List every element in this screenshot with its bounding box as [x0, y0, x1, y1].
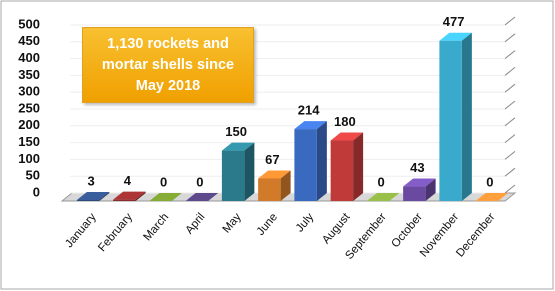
- bar-top: [294, 121, 327, 130]
- y-tick-label: 500: [18, 16, 40, 31]
- grid-line-depth: [504, 33, 516, 43]
- x-tick-label: October: [389, 211, 425, 250]
- bar-top: [439, 32, 472, 41]
- bar-side: [280, 170, 291, 201]
- x-tick-label: May: [221, 211, 244, 236]
- y-tick-label: 400: [18, 50, 40, 65]
- bar-side: [353, 132, 364, 201]
- bar-top: [221, 142, 255, 151]
- grid-line-depth: [504, 67, 516, 76]
- grid-line-depth: [504, 184, 516, 194]
- y-tick-label: 150: [18, 134, 40, 149]
- bar-top: [149, 193, 182, 201]
- value-label: 477: [443, 14, 465, 29]
- y-tick-label: 300: [18, 84, 40, 99]
- y-tick-label: 450: [18, 33, 40, 48]
- bar: [258, 178, 281, 201]
- bar-side: [135, 191, 146, 201]
- bar: [294, 129, 317, 201]
- value-label: 214: [298, 103, 320, 118]
- x-tick-label: February: [96, 211, 135, 254]
- value-label: 0: [196, 174, 203, 189]
- value-label: 43: [410, 160, 424, 175]
- bar-top: [113, 191, 146, 200]
- bar-side: [316, 121, 327, 201]
- value-label: 0: [160, 174, 167, 189]
- value-label: 67: [265, 152, 279, 167]
- bar: [113, 199, 136, 201]
- grid-line-depth: [504, 100, 516, 110]
- y-tick-label: 250: [18, 100, 40, 115]
- value-label: 0: [486, 174, 493, 189]
- bar: [330, 140, 354, 201]
- y-tick-label: 0: [33, 184, 40, 199]
- x-tick-label: August: [320, 211, 353, 247]
- value-label: 150: [225, 124, 247, 139]
- grid-line-depth: [504, 134, 516, 143]
- x-tick-label: June: [255, 211, 280, 238]
- value-label: 4: [124, 173, 132, 188]
- x-tick-label: January: [63, 211, 99, 250]
- bar-top: [475, 193, 509, 201]
- bar-top: [258, 170, 291, 179]
- bar-top: [185, 193, 219, 201]
- y-tick-label: 50: [26, 168, 40, 183]
- x-tick-label: July: [294, 211, 316, 235]
- bar: [403, 186, 426, 201]
- bar-side: [461, 32, 472, 202]
- y-tick-label: 100: [18, 151, 40, 166]
- bar: [439, 40, 462, 202]
- grid-line-depth: [504, 83, 516, 93]
- x-tick-label: December: [454, 211, 497, 259]
- bar-top: [330, 132, 364, 141]
- y-tick-label: 350: [18, 67, 40, 82]
- annotation: 1,130 rockets and mortar shells since Ma…: [82, 27, 254, 103]
- bar: [76, 199, 100, 201]
- value-label: 0: [378, 174, 385, 189]
- grid-line-depth: [504, 117, 516, 127]
- value-label: 3: [88, 173, 95, 188]
- bar: [221, 150, 245, 201]
- bar-side: [425, 178, 436, 201]
- x-tick-label: April: [184, 211, 208, 236]
- grid-line-depth: [504, 167, 516, 177]
- grid-line-depth: [504, 151, 516, 160]
- grid-line-depth: [504, 16, 516, 26]
- x-tick-label: March: [142, 211, 172, 243]
- bar-side: [99, 191, 110, 201]
- grid-line-depth: [504, 50, 516, 59]
- bar-side: [244, 142, 255, 201]
- y-tick-label: 200: [18, 117, 40, 132]
- bar-top: [76, 191, 110, 200]
- bar-top: [366, 193, 400, 201]
- value-label: 180: [334, 114, 356, 129]
- bar-top: [403, 178, 436, 187]
